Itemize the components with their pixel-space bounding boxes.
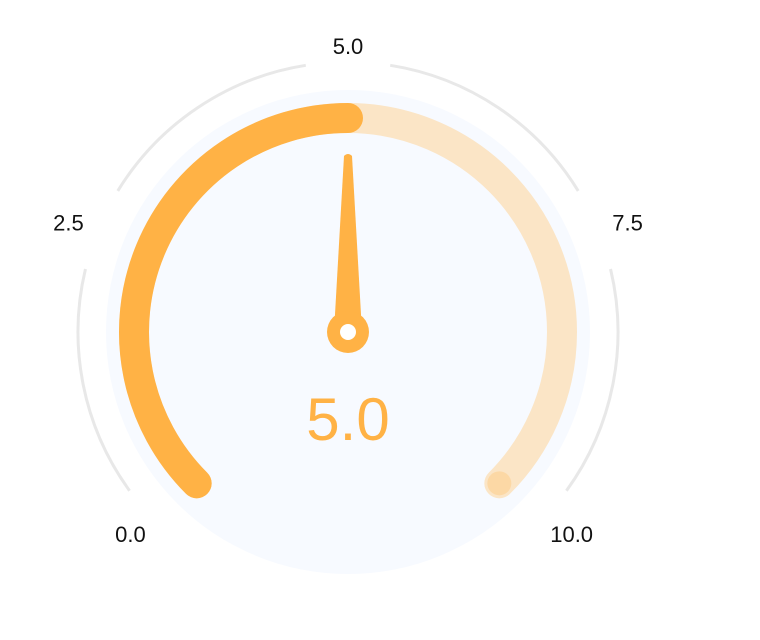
tick-labels: 0.0 2.5 5.0 7.5 10.0 bbox=[53, 34, 643, 547]
gauge-track-end-cap bbox=[487, 471, 512, 496]
tick-label: 10.0 bbox=[550, 522, 593, 547]
pointer-needle bbox=[334, 154, 362, 332]
gauge-pointer bbox=[327, 154, 369, 353]
gauge-value-label: 5.0 bbox=[306, 386, 389, 453]
gauge-progress-arc bbox=[119, 103, 363, 499]
tick-label: 5.0 bbox=[333, 34, 364, 59]
outer-ring-segment bbox=[565, 268, 620, 492]
tick-label: 0.0 bbox=[115, 522, 146, 547]
outer-ring-segment bbox=[116, 63, 306, 192]
tick-label: 7.5 bbox=[612, 211, 643, 236]
outer-ring-segment bbox=[76, 268, 131, 492]
pointer-cap bbox=[340, 324, 356, 340]
tick-label: 2.5 bbox=[53, 211, 84, 236]
outer-ring-segment bbox=[390, 63, 580, 192]
outer-scale-ring bbox=[76, 63, 620, 492]
